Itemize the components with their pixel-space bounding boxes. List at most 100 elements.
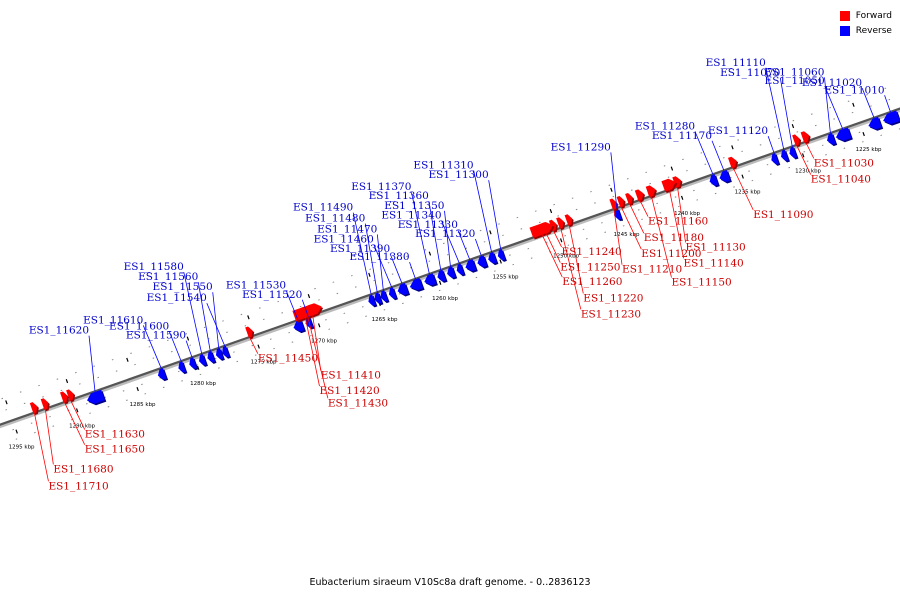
gene-arrow-es1-11040[interactable] [792,134,800,146]
gene-leader [307,317,329,399]
gene-label: ES1_11410 [321,370,381,382]
gene-arrow-es1-11710[interactable] [29,402,38,414]
gene-label: ES1_11200 [641,248,701,260]
gene-arrow-es1-11200[interactable] [616,196,625,208]
gene-label: ES1_11160 [648,216,708,228]
gene-label: ES1_11070 [720,67,780,79]
gene-arrow-es1-11580[interactable] [199,354,207,366]
gene-arrow-es1-11170[interactable] [719,170,731,182]
gene-label: ES1_11680 [53,463,113,475]
gene-arrow-es1-11470[interactable] [380,290,389,302]
scale-tick-9 [317,323,321,328]
gene-arrow-es1-11230[interactable] [556,217,564,229]
gene-arrow-es1-11310[interactable] [488,252,497,264]
gene-arrow-es1-11010[interactable] [883,110,900,125]
gene-label: ES1_11450 [258,353,318,365]
gene-arrow-es1-11460[interactable] [388,287,397,299]
gene-arrow-es1-11140[interactable] [661,178,676,192]
gene-leader [183,272,203,355]
gene-arrow-es1-11620[interactable] [87,389,105,404]
gene-label: ES1_11470 [317,223,377,235]
scale-tick-label: 1225 kbp [856,147,882,153]
scale-tick-lower-3 [670,166,674,171]
gene-label: ES1_11330 [398,219,458,231]
gene-leader [352,212,372,295]
gene-arrow-es1-11030[interactable] [800,131,810,143]
gene-leader [732,167,754,211]
gene-arrow-es1-11050[interactable] [835,127,852,141]
gene-label: ES1_11490 [293,202,353,214]
scale-tick-lower-1 [791,123,795,129]
gene-label: ES1_11150 [671,277,731,289]
scale-tick-lower-13 [65,378,69,384]
scale-tick-label: 1260 kbp [432,296,458,302]
gene-arrow-es1-11550[interactable] [215,348,224,360]
gene-arrow-es1-11540[interactable] [222,345,230,358]
gene-arrow-es1-11380[interactable] [409,277,424,291]
gene-arrow-es1-11330[interactable] [465,259,477,272]
gene-arrow-es1-11150[interactable] [645,185,656,198]
gene-leader [185,340,193,358]
gene-arrow-es1-11210[interactable] [609,198,617,210]
gene-arrow-es1-11320[interactable] [477,255,488,268]
gene-label: ES1_11420 [319,385,379,397]
scale-tick-label: 1240 kbp [674,211,700,217]
gene-arrow-es1-11490[interactable] [368,294,376,306]
gene-arrow-es1-11590[interactable] [189,357,197,369]
gene-label: ES1_11530 [226,279,286,291]
gene-label: ES1_11560 [138,271,198,283]
gene-arrow-es1-11110[interactable] [781,149,789,161]
gene-label: ES1_11710 [48,480,108,492]
gene-leader [305,318,320,387]
gene-label: ES1_11360 [369,190,429,202]
genome-caption: Eubacterium siraeum V10Sc8a draft genome… [309,577,591,588]
gene-label: ES1_11060 [764,66,824,78]
gene-leader [651,196,672,278]
gene-arrow-es1-11360[interactable] [437,269,447,282]
gene-arrow-es1-11530[interactable] [293,319,305,332]
gene-arrow-es1-11300[interactable] [497,249,506,261]
gene-arrow-es1-11020[interactable] [868,116,882,130]
gene-arrow-es1-11560[interactable] [207,351,215,363]
gene-leader [779,77,793,147]
gene-arrow-es1-11220[interactable] [564,214,573,226]
gene-label: ES1_11480 [305,213,365,225]
gene-arrow-es1-11180[interactable] [625,193,633,205]
gene-label: ES1_11050 [765,75,825,87]
gene-label: ES1_11030 [814,157,874,169]
gene-leader [64,402,86,445]
gene-arrow-es1-11260[interactable] [529,222,554,238]
gene-label: ES1_11430 [328,397,388,409]
gene-arrow-es1-11280[interactable] [709,174,719,186]
gene-label: ES1_11310 [413,159,473,171]
gene-arrow-es1-11370[interactable] [424,273,437,286]
backbone-line [0,107,900,426]
gene-arrow-es1-11650[interactable] [60,391,68,403]
gene-arrow-es1-11630[interactable] [66,389,74,401]
gene-label: ES1_11010 [824,84,884,96]
gene-arrow-es1-11290[interactable] [614,208,622,220]
gene-leader [475,238,482,257]
gene-arrow-es1-11350[interactable] [447,266,456,278]
gene-arrow-es1-11120[interactable] [771,153,779,165]
gene-label: ES1_11630 [85,429,145,441]
gene-label: ES1_11220 [583,292,643,304]
gene-arrow-es1-11340[interactable] [456,263,465,275]
gene-arrow-es1-11610[interactable] [157,368,167,380]
gene-arrow-es1-11070[interactable] [789,146,797,158]
gene-leader [285,290,299,321]
gene-arrow-es1-11390[interactable] [397,283,409,295]
gene-arrow-es1-11160[interactable] [634,189,644,201]
gene-label: ES1_11340 [381,210,441,222]
scale-tick-lower-0 [852,102,855,107]
gene-arrow-es1-11450[interactable] [245,326,253,338]
gene-arrow-es1-11480[interactable] [374,292,382,304]
gene-arrow-es1-11130[interactable] [672,176,681,188]
gene-arrow-es1-11060[interactable] [827,133,836,145]
scale-tick-label: 1265 kbp [372,317,398,323]
gene-arrow-es1-11680[interactable] [40,398,49,410]
gene-arrow-es1-11600[interactable] [178,361,186,373]
gene-arrow-es1-11090[interactable] [728,156,737,169]
strand-legend: Forward Reverse [839,8,892,38]
